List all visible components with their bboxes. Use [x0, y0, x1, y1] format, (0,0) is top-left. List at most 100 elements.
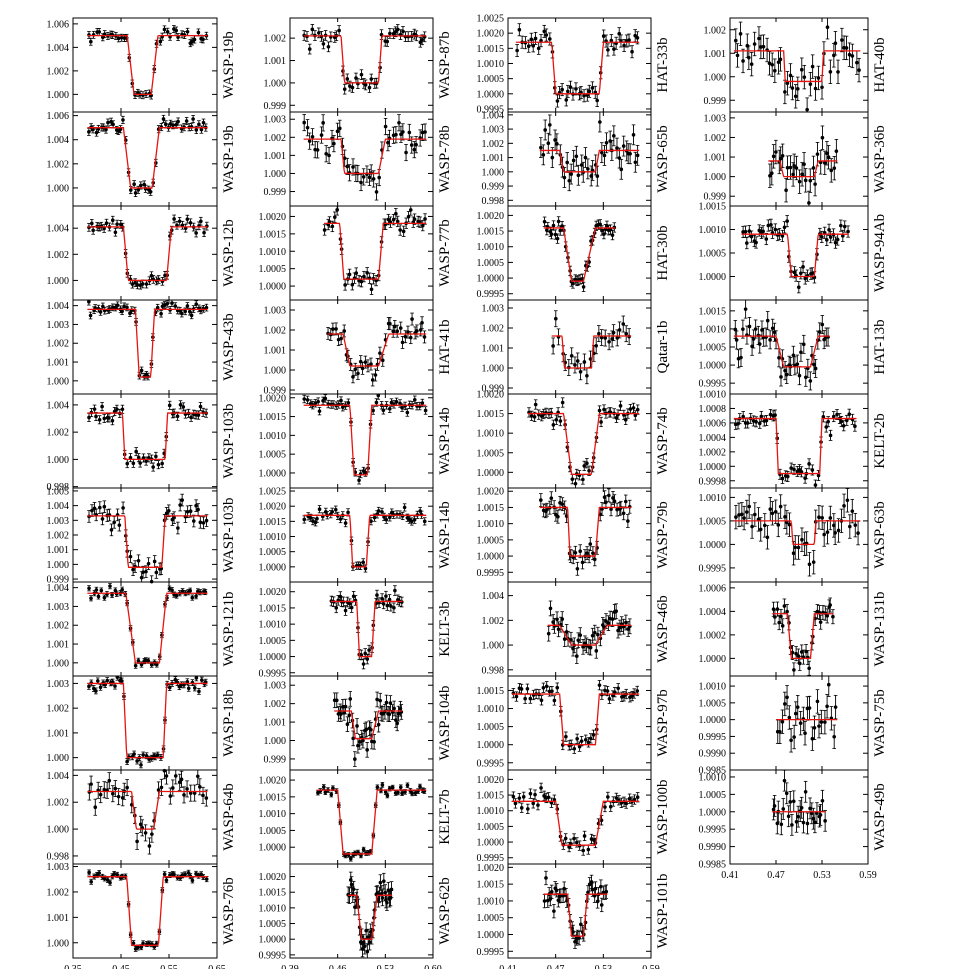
data-point — [177, 219, 182, 224]
data-point — [115, 675, 120, 680]
data-point — [400, 791, 404, 796]
data-point — [338, 517, 343, 521]
data-point — [113, 684, 117, 688]
y-tick-label: 1.0015 — [259, 792, 287, 803]
y-tick-label: 1.004 — [482, 110, 505, 121]
y-tick-label: 1.0010 — [259, 532, 287, 543]
data-point — [387, 712, 392, 717]
data-point — [87, 299, 91, 304]
data-point — [573, 363, 577, 367]
data-point — [353, 367, 358, 372]
data-point — [87, 415, 91, 420]
data-point — [192, 37, 197, 42]
panel-label: WASP-64b — [221, 783, 237, 851]
data-point — [89, 879, 93, 884]
data-point — [194, 231, 198, 235]
data-point — [375, 593, 379, 597]
data-point — [578, 369, 583, 374]
data-point — [628, 151, 632, 156]
data-points — [326, 312, 427, 387]
data-point — [147, 456, 151, 460]
data-point — [91, 228, 95, 233]
data-point — [395, 219, 400, 224]
data-point — [423, 130, 427, 134]
data-point — [315, 148, 320, 152]
y-tick-label: 0.999 — [482, 384, 505, 395]
data-point — [354, 76, 358, 80]
y-tick-label: 1.000 — [47, 938, 70, 949]
x-tick-label: 0.53 — [377, 964, 395, 969]
x-tick-label: 0.46 — [329, 964, 347, 969]
y-tick-label: 1.004 — [47, 771, 70, 782]
panel-label: WASP-103b — [221, 497, 237, 572]
y-tick-label: 1.0000 — [259, 843, 287, 854]
data-point — [517, 27, 522, 32]
data-point — [346, 510, 350, 515]
data-point — [359, 180, 363, 185]
data-point — [138, 183, 143, 188]
transit-model-line — [87, 127, 208, 189]
data-point — [99, 588, 104, 593]
data-point — [338, 126, 342, 131]
data-point — [156, 462, 161, 467]
y-tick-label: 1.003 — [264, 681, 287, 692]
data-point — [170, 588, 174, 592]
data-point — [140, 282, 145, 286]
data-point — [409, 143, 414, 147]
data-point — [160, 461, 164, 466]
panel-frame — [289, 675, 434, 771]
data-point — [335, 208, 339, 212]
data-point — [323, 396, 328, 401]
data-point — [407, 130, 412, 135]
data-point — [353, 757, 357, 761]
data-point — [194, 302, 199, 306]
y-tick-label: 1.002 — [482, 324, 505, 335]
data-point — [380, 510, 384, 514]
data-point — [107, 416, 111, 420]
y-tick-label: 1.003 — [47, 862, 70, 873]
data-point — [398, 326, 403, 330]
data-point — [356, 371, 360, 376]
data-point — [389, 604, 393, 608]
data-point — [389, 887, 394, 892]
data-point — [622, 43, 626, 48]
data-point — [343, 608, 348, 613]
data-point — [307, 139, 312, 143]
y-tick-label: 1.002 — [264, 34, 287, 45]
data-point — [97, 417, 102, 422]
data-point — [393, 29, 398, 34]
data-point — [201, 120, 206, 125]
data-point — [367, 175, 372, 180]
data-point — [372, 515, 377, 520]
data-point — [171, 123, 175, 128]
data-point — [558, 228, 563, 233]
y-tick-label: 1.0005 — [259, 826, 287, 837]
data-point — [176, 119, 180, 124]
data-point — [310, 134, 315, 139]
data-point — [346, 400, 351, 405]
data-point — [598, 222, 602, 227]
data-point — [128, 311, 132, 315]
data-points — [302, 24, 427, 95]
data-point — [349, 882, 354, 887]
data-point — [194, 128, 199, 132]
data-point — [402, 505, 407, 510]
panel-wasp-87b: 0.999 1.000 1.001 1.002 WASP-87b — [264, 17, 453, 113]
data-point — [394, 400, 399, 404]
y-tick-label: 1.0010 — [259, 903, 287, 914]
data-point — [141, 570, 145, 574]
y-tick-label: 1.0015 — [259, 603, 287, 614]
data-point — [184, 119, 189, 123]
y-tick-label: 1.001 — [482, 153, 505, 164]
data-point — [313, 401, 318, 406]
data-point — [551, 344, 555, 348]
data-point — [595, 98, 599, 103]
data-point — [367, 940, 372, 944]
data-point — [375, 697, 379, 702]
data-point — [128, 554, 133, 559]
y-tick-label: 1.004 — [47, 501, 70, 512]
data-point — [555, 99, 560, 103]
data-point — [134, 449, 138, 454]
panel-label: WASP-104b — [437, 685, 453, 760]
data-point — [204, 877, 209, 881]
